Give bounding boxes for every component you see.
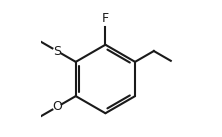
- Text: O: O: [52, 100, 62, 113]
- Text: F: F: [102, 12, 109, 25]
- Text: S: S: [53, 45, 61, 58]
